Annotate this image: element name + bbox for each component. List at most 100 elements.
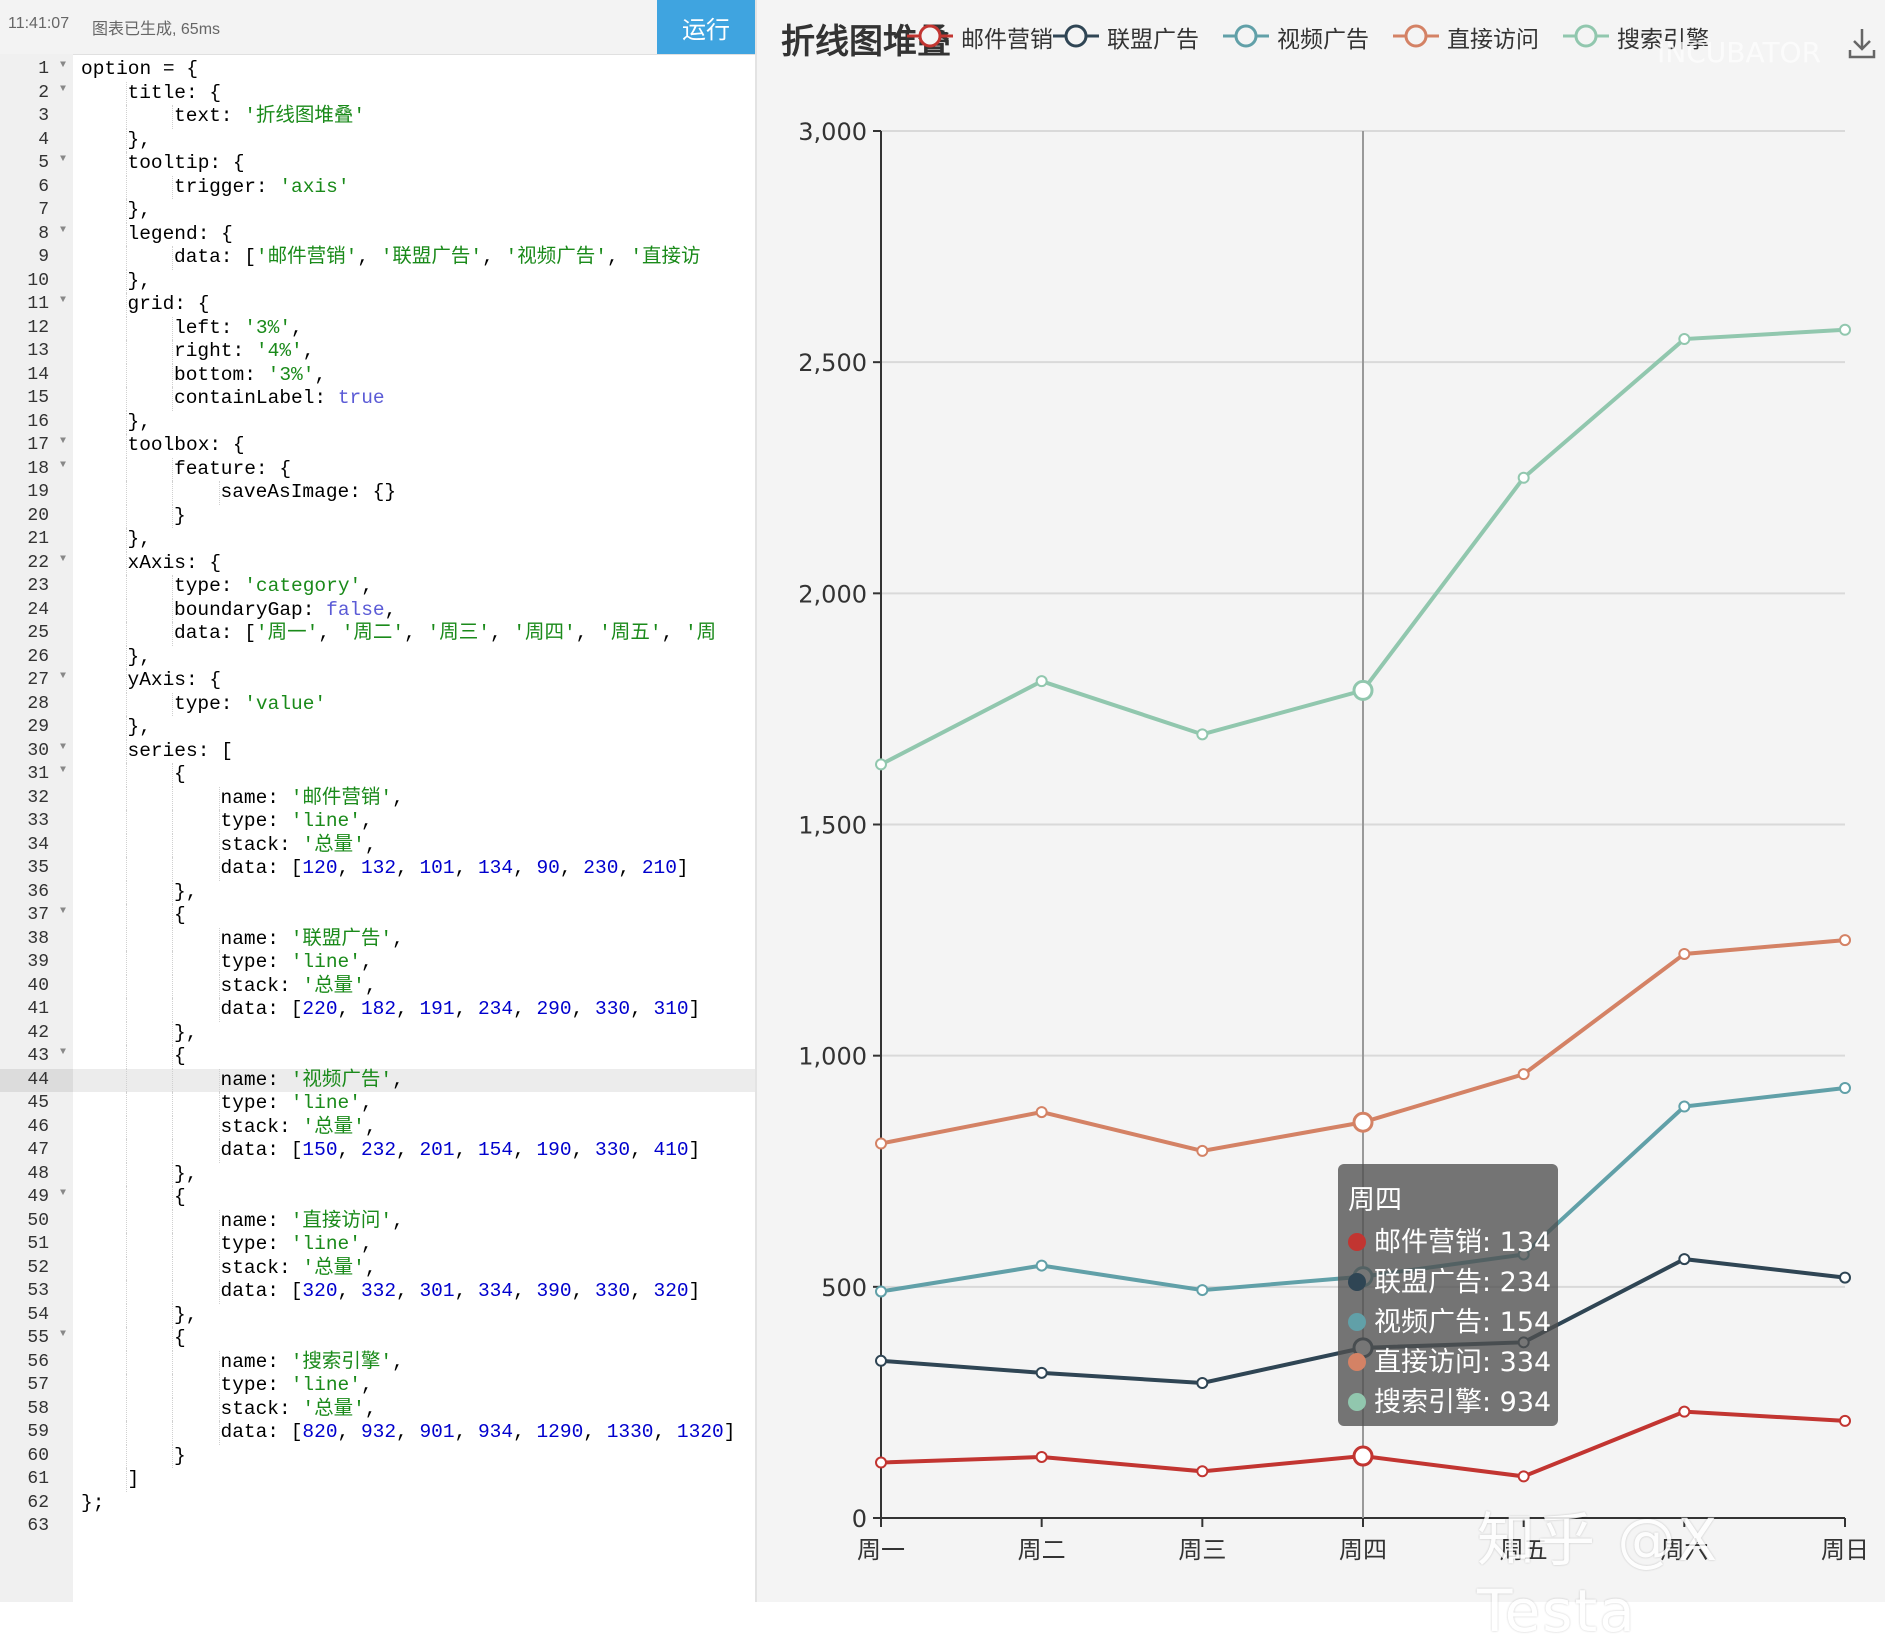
code-line: saveAsImage: {} (73, 481, 755, 505)
data-point[interactable] (1035, 1259, 1048, 1272)
code-token: , (513, 857, 537, 879)
code-token: 390 (536, 1280, 572, 1302)
fold-arrow-icon[interactable]: ▼ (59, 765, 66, 776)
data-point[interactable] (1352, 679, 1374, 701)
code-line: name: '搜索引擎', (73, 1350, 755, 1375)
data-point[interactable] (1196, 1376, 1209, 1389)
data-point[interactable] (875, 1354, 887, 1367)
data-point[interactable] (1678, 1405, 1691, 1418)
data-point[interactable] (1839, 1414, 1851, 1427)
fold-arrow-icon[interactable]: ▼ (59, 1047, 66, 1058)
code-token: '4%' (255, 340, 303, 362)
code-token: , (513, 998, 537, 1020)
code-token: feature: { (174, 457, 292, 480)
fold-arrow-icon[interactable]: ▼ (59, 906, 66, 917)
data-point[interactable] (1678, 1100, 1691, 1113)
data-point[interactable] (1839, 1271, 1851, 1284)
fold-arrow-icon[interactable]: ▼ (59, 671, 66, 682)
code-text: data: [220, 182, 191, 234, 290, 330, 310… (221, 998, 701, 1022)
fold-arrow-icon[interactable]: ▼ (59, 295, 66, 306)
download-icon[interactable] (1847, 26, 1877, 60)
code-token: , (489, 622, 514, 644)
indent-guide (172, 880, 173, 904)
code-text: name: '搜索引擎', (221, 1351, 404, 1375)
indent-guide (125, 152, 127, 176)
indent-guide (172, 974, 173, 998)
data-point[interactable] (1839, 934, 1851, 947)
data-point[interactable] (1035, 675, 1048, 688)
data-point[interactable] (1517, 471, 1530, 484)
data-point[interactable] (875, 1137, 887, 1150)
indent-guide (125, 1068, 127, 1092)
chart-pane: 0 500 1,000 1,500 2,000 2,500 3,000 周一 周二 周三 周四 周五周… (757, 0, 1885, 1645)
code-editor[interactable]: option = {title: {text: '折线图堆叠'}, tooltip… (73, 54, 755, 1602)
code-token: type: (174, 575, 245, 597)
data-point[interactable] (1517, 1068, 1530, 1081)
line-number-text: 43 (27, 1046, 49, 1066)
code-token: , (513, 1139, 537, 1161)
fold-arrow-icon[interactable]: ▼ (59, 741, 66, 753)
fold-arrow-icon[interactable]: ▼ (59, 60, 66, 71)
code-token: yAxis: { (127, 669, 222, 691)
line-chart[interactable]: 05001,0001,5002,0002,5003,000周一 周二 周三 周四 周五周… (757, 0, 1885, 1602)
indent-guide (172, 340, 173, 364)
fold-arrow-icon[interactable]: ▼ (59, 1188, 66, 1199)
fold-arrow-icon[interactable]: ▼ (59, 154, 66, 165)
data-point[interactable] (1035, 1366, 1048, 1379)
run-button[interactable]: 运行 (657, 0, 755, 54)
fold-arrow-icon[interactable]: ▼ (59, 224, 66, 236)
code-token: '3%' (244, 316, 292, 339)
data-point[interactable] (1352, 1445, 1374, 1467)
data-point[interactable] (1035, 1106, 1048, 1119)
data-point[interactable] (1839, 323, 1851, 336)
data-point[interactable] (1196, 728, 1209, 741)
code-token: 410 (653, 1139, 689, 1161)
fold-arrow-icon[interactable]: ▼ (59, 1329, 66, 1340)
fold-arrow-icon[interactable]: ▼ (59, 436, 66, 447)
line-number: 35 (0, 857, 73, 881)
data-point[interactable] (1839, 1082, 1851, 1095)
fold-arrow-icon[interactable]: ▼ (59, 553, 66, 565)
code-token: , (661, 622, 685, 644)
code-token: 191 (419, 998, 455, 1020)
code-text: { (174, 1186, 186, 1210)
code-token: name: (220, 1209, 291, 1232)
data-point[interactable] (1678, 333, 1691, 346)
y-tick-label: 500 (821, 1274, 867, 1302)
data-point[interactable] (875, 1456, 887, 1469)
data-point[interactable] (1035, 1450, 1048, 1463)
line-number-text: 25 (27, 623, 49, 643)
data-point[interactable] (1352, 1111, 1374, 1133)
legend-line-marker-icon (1393, 24, 1439, 48)
fold-arrow-icon[interactable]: ▼ (59, 83, 66, 95)
y-tick-label: 3,000 (798, 118, 867, 146)
indent-guide (172, 1280, 173, 1304)
data-point[interactable] (1196, 1465, 1209, 1478)
data-point[interactable] (875, 1285, 887, 1298)
data-point[interactable] (1196, 1284, 1209, 1297)
code-token: 'line' (290, 1092, 361, 1114)
code-line: }, (73, 1021, 755, 1045)
indent-guide (125, 1256, 127, 1280)
code-text: data: [120, 132, 101, 134, 90, 230, 210] (221, 857, 689, 881)
data-point[interactable] (1517, 1470, 1530, 1483)
code-token: '搜索引擎' (290, 1350, 393, 1373)
data-point[interactable] (1678, 1253, 1691, 1266)
indent-guide (125, 857, 127, 881)
line-number-text: 57 (27, 1375, 49, 1395)
code-text: { (174, 1045, 186, 1069)
series-dot-icon (1348, 1352, 1366, 1371)
code-token: , (314, 363, 327, 386)
line-number: 26 (0, 646, 73, 670)
code-token: , (392, 1209, 404, 1232)
code-token: , (364, 833, 377, 856)
data-point[interactable] (1196, 1144, 1209, 1157)
code-text: saveAsImage: {} (221, 481, 397, 505)
fold-arrow-icon[interactable]: ▼ (59, 459, 66, 471)
data-point[interactable] (875, 758, 887, 771)
data-point[interactable] (1678, 947, 1691, 960)
indent-guide (125, 786, 127, 810)
code-token: toolbox: { (127, 434, 245, 456)
code-token: xAxis: { (127, 551, 222, 574)
code-token: , (361, 575, 373, 597)
